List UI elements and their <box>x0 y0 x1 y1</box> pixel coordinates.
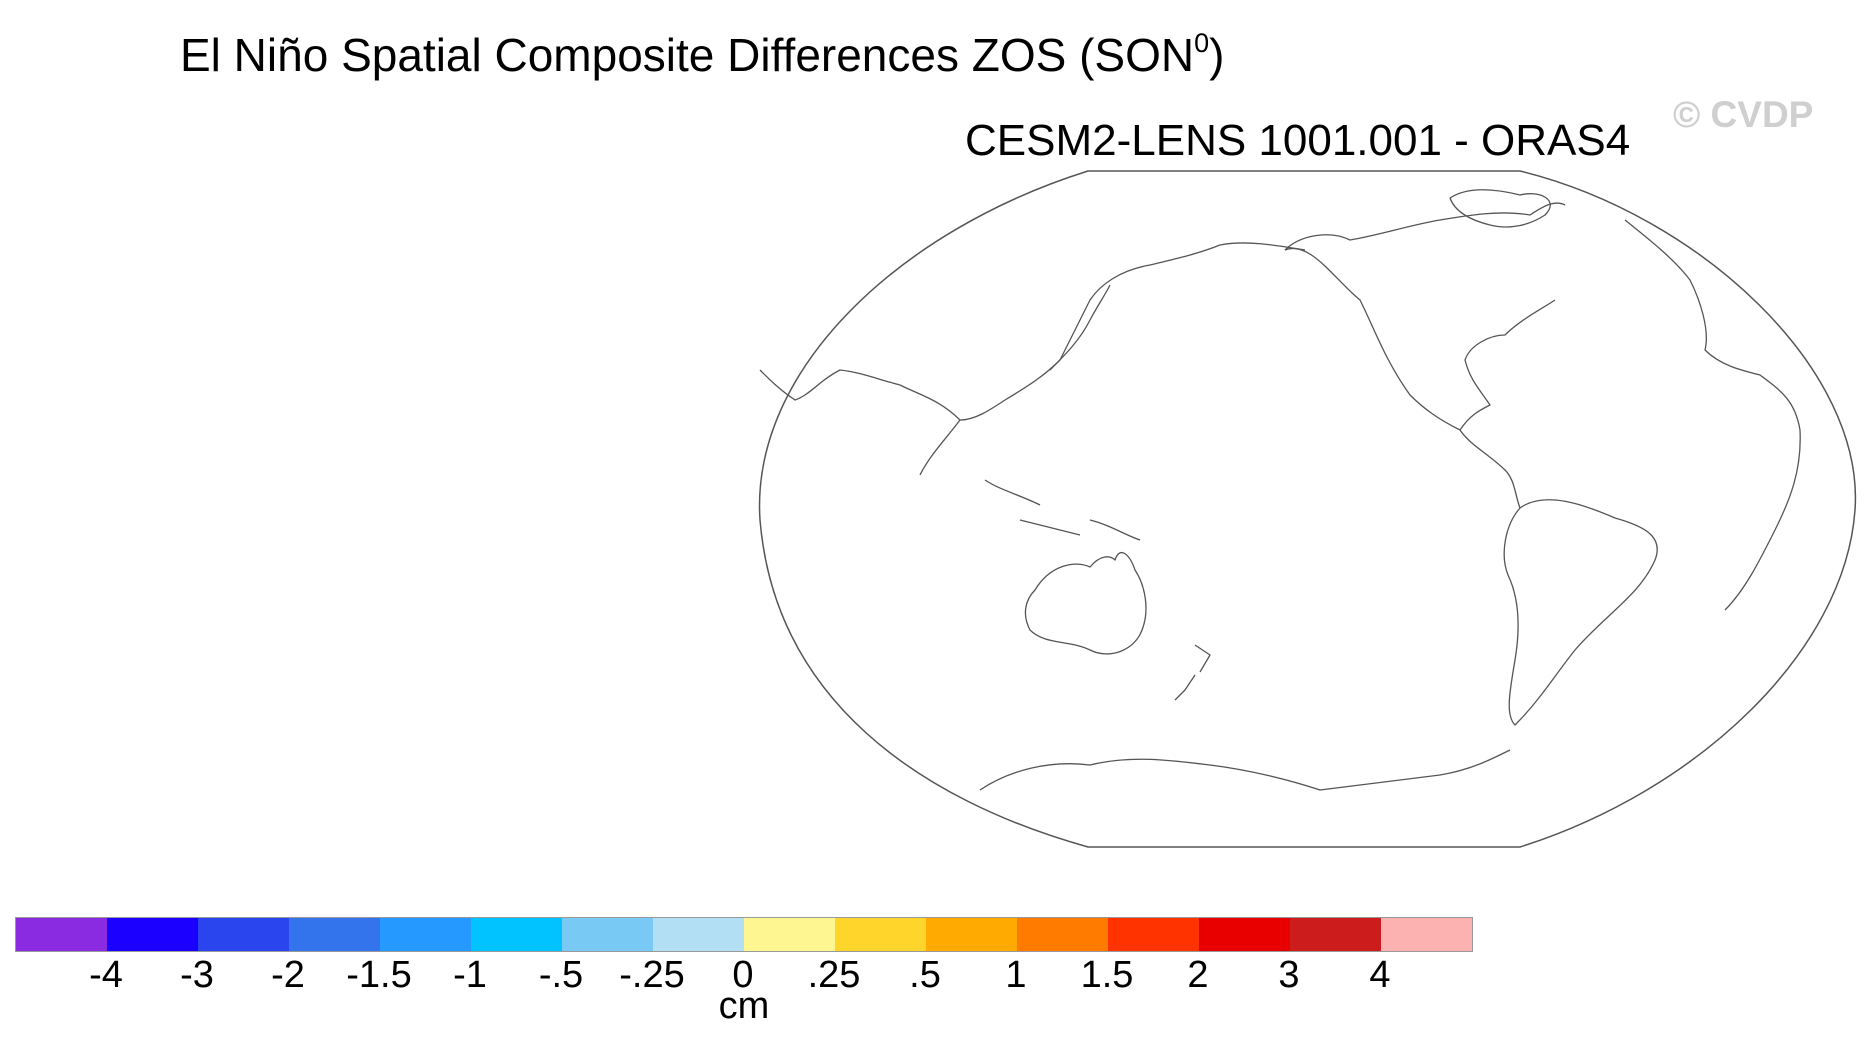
australia-coastline <box>1024 551 1147 655</box>
colorbar-swatch <box>926 918 1017 951</box>
colorbar-swatch <box>1108 918 1199 951</box>
colorbar-swatch <box>471 918 562 951</box>
colorbar-tick-label: -1 <box>453 954 487 996</box>
colorbar-swatch <box>1199 918 1290 951</box>
colorbar-tick-label: -2 <box>271 954 305 996</box>
greenland-coastline <box>1449 189 1551 228</box>
colorbar-tick-label: -1.5 <box>346 954 412 996</box>
colorbar-tick-label: 3 <box>1278 954 1300 996</box>
colorbar-swatch <box>16 918 107 951</box>
colorbar-swatch <box>653 918 744 951</box>
south-america-coastline <box>1503 499 1658 726</box>
colorbar-tick-label: -3 <box>180 954 214 996</box>
colorbar-swatch <box>380 918 471 951</box>
north-america-coastline <box>1284 247 1556 509</box>
colorbar-swatch <box>1290 918 1381 951</box>
new-zealand-coastline <box>1174 644 1211 701</box>
colorbar-tick-label: -4 <box>89 954 123 996</box>
colorbar-swatch <box>1017 918 1108 951</box>
title-superscript: 0 <box>1194 28 1210 58</box>
europe-africa-coastline <box>1624 219 1801 611</box>
north-american-arctic-coastline <box>1284 202 1566 251</box>
japan-coastline <box>1049 284 1111 371</box>
colorbar-units-label: cm <box>718 985 770 1027</box>
colorbar-swatch <box>835 918 926 951</box>
colorbar-swatch <box>198 918 289 951</box>
map-frame-outline <box>758 170 1857 848</box>
colorbar-swatch <box>107 918 198 951</box>
colorbar-tick-label: -.5 <box>538 954 584 996</box>
colorbar-tick-label: 1 <box>1005 954 1027 996</box>
colorbar-swatch <box>289 918 380 951</box>
plot-title: El Niño Spatial Composite Differences ZO… <box>180 28 1224 82</box>
colorbar-tick-label: .25 <box>807 954 861 996</box>
colorbar-swatch <box>1381 918 1472 951</box>
colorbar-tick-label: .5 <box>909 954 941 996</box>
colorbar-swatch <box>562 918 653 951</box>
colorbar-swatch <box>744 918 835 951</box>
southeast-asia-islands-coastline <box>984 479 1141 541</box>
colorbar-tick-label: 0 <box>732 954 754 996</box>
asia-coastline <box>759 242 1306 476</box>
watermark-logo: © CVDP <box>1673 94 1814 135</box>
colorbar-tick-label: 1.5 <box>1080 954 1134 996</box>
colorbar <box>15 917 1473 952</box>
coastlines <box>759 189 1801 791</box>
colorbar-tick-label: 2 <box>1187 954 1209 996</box>
title-close: ) <box>1209 29 1225 81</box>
antarctica-coastline <box>979 749 1511 791</box>
colorbar-tick-label: -.25 <box>619 954 685 996</box>
title-text: El Niño Spatial Composite Differences ZO… <box>180 29 1195 81</box>
plot-subtitle: CESM2-LENS 1001.001 - ORAS4 <box>965 116 1631 165</box>
colorbar-tick-label: 4 <box>1369 954 1391 996</box>
